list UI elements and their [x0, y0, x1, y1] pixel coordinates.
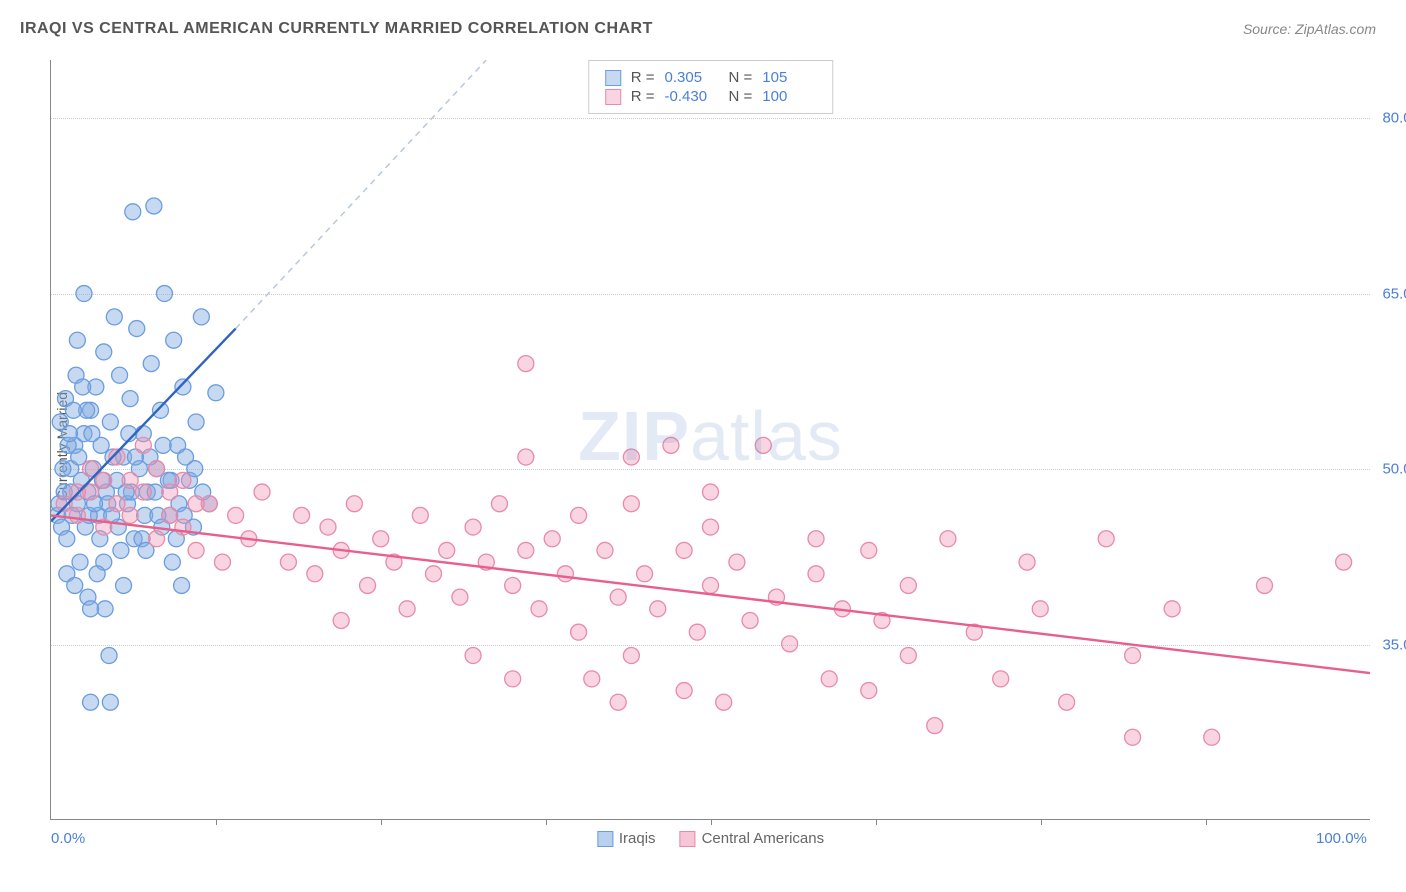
- swatch-central-americans: [680, 831, 696, 847]
- scatter-svg: [51, 60, 1370, 819]
- x-tick-label: 0.0%: [51, 830, 85, 847]
- y-tick-label: 65.0%: [1382, 285, 1406, 302]
- stats-legend-row: R = -0.430 N = 100: [605, 88, 817, 105]
- series-legend-item: Central Americans: [680, 830, 825, 847]
- series-legend: Iraqis Central Americans: [597, 830, 824, 847]
- swatch-iraqis: [605, 70, 621, 86]
- chart-header: IRAQI VS CENTRAL AMERICAN CURRENTLY MARR…: [20, 20, 1376, 38]
- y-tick-label: 80.0%: [1382, 110, 1406, 127]
- y-tick-label: 50.0%: [1382, 461, 1406, 478]
- stats-legend-row: R = 0.305 N = 105: [605, 69, 817, 86]
- series-label: Iraqis: [619, 830, 656, 847]
- x-tick-label: 100.0%: [1316, 830, 1367, 847]
- stats-legend: R = 0.305 N = 105 R = -0.430 N = 100: [588, 60, 834, 114]
- series-label: Central Americans: [702, 830, 825, 847]
- chart-title: IRAQI VS CENTRAL AMERICAN CURRENTLY MARR…: [20, 20, 653, 38]
- source-attribution: Source: ZipAtlas.com: [1243, 21, 1376, 37]
- swatch-central-americans: [605, 89, 621, 105]
- swatch-iraqis: [597, 831, 613, 847]
- y-tick-label: 35.0%: [1382, 636, 1406, 653]
- plot-area: ZIPatlas R = 0.305 N = 105 R = -0.430 N …: [50, 60, 1370, 820]
- series-legend-item: Iraqis: [597, 830, 656, 847]
